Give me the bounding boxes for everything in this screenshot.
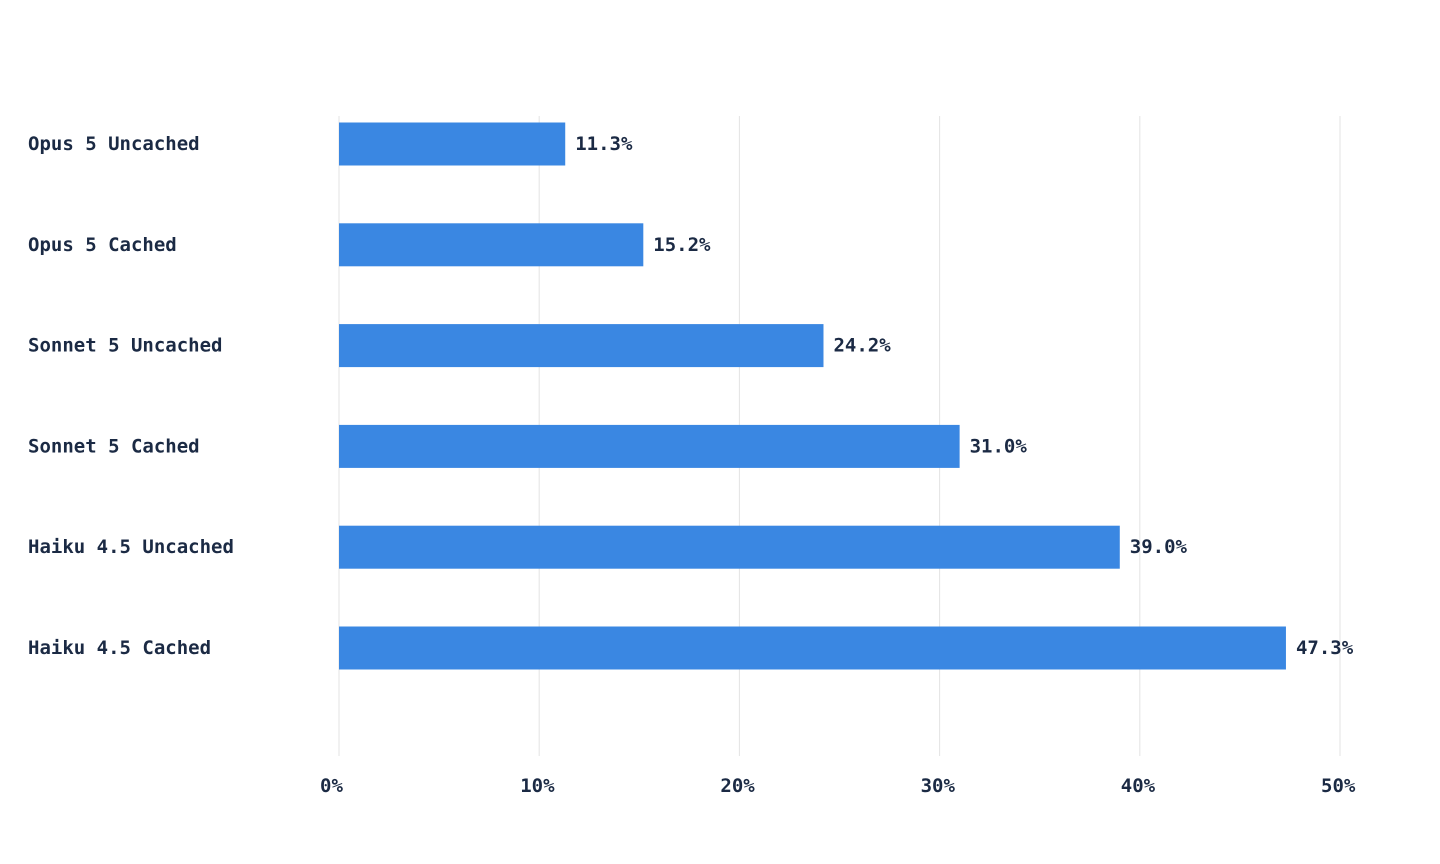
value-label-2: 24.2% xyxy=(833,335,891,357)
x-tick-label-2: 20% xyxy=(720,775,755,797)
category-label-5: Haiku 4.5 Cached xyxy=(28,637,211,659)
x-tick-label-3: 30% xyxy=(921,775,956,797)
bar-3 xyxy=(339,424,960,468)
x-tick-label-4: 40% xyxy=(1121,775,1156,797)
x-tick-label-1: 10% xyxy=(520,775,555,797)
bar-4 xyxy=(339,525,1120,569)
category-label-2: Sonnet 5 Uncached xyxy=(28,335,222,357)
category-label-1: Opus 5 Cached xyxy=(28,234,177,256)
value-label-5: 47.3% xyxy=(1296,637,1354,659)
category-label-0: Opus 5 Uncached xyxy=(28,133,200,155)
bar-2 xyxy=(339,324,824,368)
value-labels: 11.3% 15.2% 24.2% 31.0% 39.0% 47.3% xyxy=(575,133,1353,659)
bars xyxy=(339,122,1286,670)
x-tick-label-0: 0% xyxy=(320,775,343,797)
category-label-3: Sonnet 5 Cached xyxy=(28,435,200,457)
category-labels: Opus 5 Uncached Opus 5 Cached Sonnet 5 Unc… xyxy=(28,133,234,659)
bar-1 xyxy=(339,223,644,267)
value-label-0: 11.3% xyxy=(575,133,633,155)
category-label-4: Haiku 4.5 Uncached xyxy=(28,536,234,558)
value-label-4: 39.0% xyxy=(1130,536,1188,558)
x-axis-tick-labels: 0% 10% 20% 30% 40% 50% xyxy=(320,775,1356,797)
x-tick-label-5: 50% xyxy=(1321,775,1356,797)
bar-0 xyxy=(339,122,566,166)
value-label-1: 15.2% xyxy=(653,234,711,256)
bar-5 xyxy=(339,626,1286,670)
value-label-3: 31.0% xyxy=(970,435,1028,457)
